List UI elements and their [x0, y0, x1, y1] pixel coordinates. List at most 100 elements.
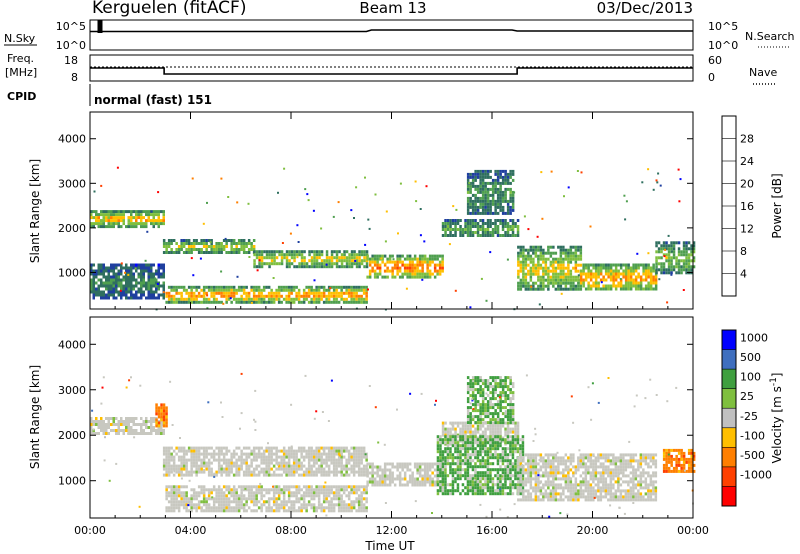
data-cell [320, 262, 324, 266]
data-cell [132, 216, 135, 220]
data-cell [564, 248, 568, 252]
data-cell [509, 453, 512, 457]
data-cell [245, 446, 248, 450]
data-cell [534, 281, 538, 285]
data-cell [280, 285, 283, 289]
data-cell [107, 432, 110, 435]
data-cell [479, 459, 482, 463]
data-cell [112, 278, 115, 282]
data-cell [547, 278, 550, 282]
data-cell [312, 464, 316, 468]
data-cell [441, 474, 445, 478]
noise-cell [619, 278, 622, 280]
data-cell [479, 462, 482, 466]
data-cell [352, 461, 356, 465]
data-cell [446, 228, 450, 231]
data-cell [315, 494, 318, 498]
data-cell [574, 287, 578, 291]
data-cell [677, 262, 681, 266]
data-cell [403, 474, 407, 478]
data-cell [469, 385, 472, 389]
data-cell [599, 287, 603, 291]
data-cell [348, 256, 351, 260]
data-cell [150, 281, 153, 285]
data-cell [200, 485, 203, 489]
data-cell [642, 269, 645, 273]
data-cell [499, 172, 502, 176]
data-cell [479, 175, 482, 179]
data-cell [277, 288, 281, 292]
data-cell [147, 296, 150, 300]
data-cell [675, 259, 678, 263]
data-cell [381, 254, 384, 258]
data-cell [466, 388, 470, 392]
data-cell [524, 266, 528, 270]
data-cell [245, 485, 248, 489]
data-cell [222, 245, 226, 248]
data-cell [170, 467, 173, 471]
data-cell [466, 406, 470, 410]
data-cell [250, 470, 253, 474]
data-cell [491, 202, 495, 206]
data-cell [332, 452, 336, 456]
data-cell [175, 297, 178, 301]
data-cell [644, 269, 648, 273]
data-cell [117, 284, 120, 288]
data-cell [537, 269, 540, 273]
data-cell [509, 427, 512, 431]
data-cell [494, 225, 497, 228]
data-cell [454, 441, 457, 445]
power-colorbar-tick: 4 [740, 268, 747, 281]
data-cell [175, 494, 178, 498]
data-cell [362, 470, 366, 474]
data-cell [253, 250, 256, 254]
data-cell [152, 284, 155, 288]
data-cell [662, 268, 666, 272]
data-cell [408, 272, 412, 276]
data-cell [340, 467, 343, 471]
data-cell [479, 169, 482, 173]
data-cell [509, 219, 512, 222]
data-cell [476, 222, 480, 225]
data-cell [212, 506, 216, 510]
data-cell [262, 503, 266, 507]
data-cell [355, 509, 358, 513]
data-cell [212, 248, 216, 251]
data-cell [237, 242, 241, 245]
data-cell [421, 477, 424, 481]
data-cell [275, 297, 278, 301]
data-cell [202, 245, 206, 248]
data-cell [252, 288, 256, 292]
data-cell [135, 263, 138, 267]
data-cell [105, 426, 108, 429]
data-cell [491, 453, 495, 457]
data-cell [504, 483, 507, 487]
data-cell [514, 427, 517, 431]
data-cell [330, 449, 333, 453]
data-cell [137, 432, 140, 435]
data-cell [511, 172, 515, 176]
data-cell [446, 444, 450, 448]
data-cell [255, 300, 258, 304]
data-cell [262, 300, 266, 304]
data-cell [252, 467, 256, 471]
data-cell [200, 251, 203, 254]
data-cell [300, 509, 303, 513]
data-cell [506, 187, 510, 191]
data-cell [225, 473, 228, 477]
data-cell [386, 474, 389, 478]
data-cell [376, 260, 379, 264]
data-cell [350, 488, 353, 492]
data-cell [192, 503, 196, 507]
data-cell [358, 265, 361, 269]
data-cell [345, 473, 348, 477]
data-cell [624, 281, 628, 285]
data-cell [357, 473, 361, 477]
data-cell [290, 288, 293, 292]
data-cell [491, 456, 495, 460]
data-cell [690, 250, 693, 254]
data-cell [597, 281, 600, 285]
data-cell [320, 461, 323, 465]
data-cell [240, 294, 243, 298]
data-cell [162, 219, 165, 223]
